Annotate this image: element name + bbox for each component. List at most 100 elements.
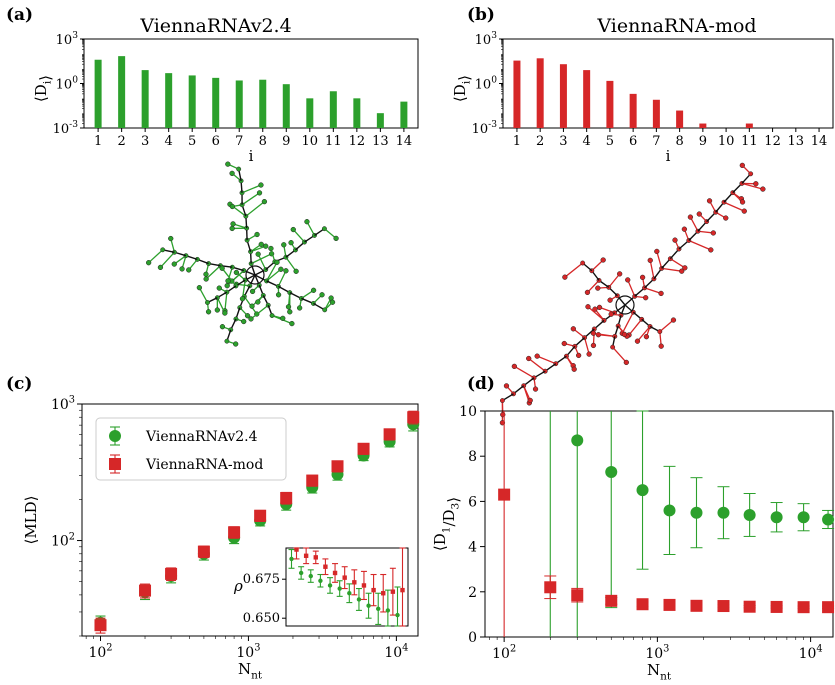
data-point-square (332, 570, 338, 576)
tree-node (561, 340, 567, 347)
tree-node (527, 397, 533, 404)
tree-node (643, 295, 649, 301)
tree-node (255, 251, 261, 257)
tree-node (687, 214, 694, 220)
tree-node (160, 247, 166, 253)
data-point-circle (743, 508, 756, 521)
tree-branch (221, 267, 237, 287)
data-point-square (605, 594, 618, 607)
tree-node (280, 315, 286, 321)
tree-node (283, 268, 289, 274)
x-tick-label: 9 (699, 134, 707, 149)
tree-branch (265, 261, 278, 282)
tree-node (321, 226, 327, 232)
legend: ViennaRNAv2.4 ViennaRNA-mod (95, 417, 287, 481)
data-point-circle (318, 578, 323, 583)
tree-node (571, 366, 577, 372)
tree-node (723, 215, 729, 221)
tree-node (296, 305, 303, 311)
bar (282, 84, 290, 128)
y-tick-label: 0 (468, 630, 477, 646)
tree-branch (266, 268, 282, 282)
tree-node (205, 309, 212, 315)
y-tick-label: 100 (56, 76, 79, 93)
data-point-circle (663, 504, 676, 517)
tree-branch (148, 249, 164, 264)
axes-frame (81, 403, 419, 637)
tree-node (634, 338, 641, 344)
tree-node (263, 243, 269, 249)
tree-node (258, 241, 264, 248)
tree-node (562, 274, 568, 280)
tree-node (229, 203, 235, 210)
tree-branch (250, 304, 269, 320)
tree-loop (615, 295, 635, 315)
x-tick-label: 3 (559, 134, 567, 149)
x-tick-label: 13 (788, 134, 805, 149)
tree-node (236, 166, 242, 172)
bar (118, 56, 126, 129)
data-point-square (254, 509, 267, 522)
tree-branch (285, 256, 297, 272)
x-tick-label: 11 (325, 134, 342, 149)
ratio-scatter-d: 102 103 104 Nnt 0 2 4 6 8 10 ⟨D1/D3⟩ (431, 404, 835, 683)
tree-node (610, 344, 616, 350)
tree-branch (636, 326, 651, 342)
tree-node (526, 355, 532, 362)
tree-branch (593, 332, 615, 338)
tree-branch (216, 297, 226, 314)
tree-node (171, 261, 177, 267)
tree-node (275, 292, 282, 298)
tree-branch (586, 279, 600, 293)
tree-node (248, 316, 254, 322)
tree-branch (644, 287, 662, 295)
tree-branch (564, 262, 584, 278)
x-tick-label: 103 (645, 644, 669, 662)
tree-node (333, 235, 339, 242)
x-tick-label: 14 (396, 134, 413, 149)
tree-branch (536, 355, 557, 365)
data-point-square (109, 458, 121, 470)
tree-node (268, 245, 274, 252)
tree-node (753, 181, 759, 187)
x-tick-label: 3 (141, 134, 149, 149)
axes-frame (83, 38, 419, 129)
bar (745, 123, 753, 128)
x-tick-label: 5 (606, 134, 614, 149)
tree-node (261, 198, 268, 205)
data-point-square (743, 600, 756, 613)
data-point-circle (366, 603, 371, 608)
tree-node (534, 353, 540, 359)
y-axis-label: ⟨MLD⟩ (22, 495, 40, 544)
data-point-square (822, 601, 835, 614)
data-point-square (94, 619, 107, 632)
x-tick-label: 9 (282, 134, 290, 149)
tree-node (239, 296, 246, 302)
tree-branch (723, 201, 745, 212)
tree-node (670, 317, 677, 323)
tree-node (679, 268, 685, 274)
tree-node (741, 208, 747, 214)
tree-node (739, 162, 745, 169)
x-tick-label: 7 (652, 134, 660, 149)
x-tick-label: 6 (212, 134, 220, 149)
x-tick-label: 10 (718, 134, 735, 149)
tree-node (584, 289, 591, 296)
x-tick-label: 4 (165, 134, 173, 149)
data-point-square (636, 598, 649, 611)
tree-node (214, 307, 220, 313)
data-point-circle (636, 484, 649, 497)
x-tick-label: 1 (94, 134, 102, 149)
y-tick-label: 2 (468, 585, 477, 601)
x-tick-label: 2 (117, 134, 125, 149)
x-tick-label: 5 (188, 134, 196, 149)
tree-node (623, 359, 629, 366)
tree-node (672, 237, 678, 243)
data-point-square (313, 555, 318, 560)
data-point-circle (327, 583, 333, 588)
tree-node (288, 240, 294, 246)
tree-node (590, 330, 597, 336)
tree-node (219, 324, 226, 330)
